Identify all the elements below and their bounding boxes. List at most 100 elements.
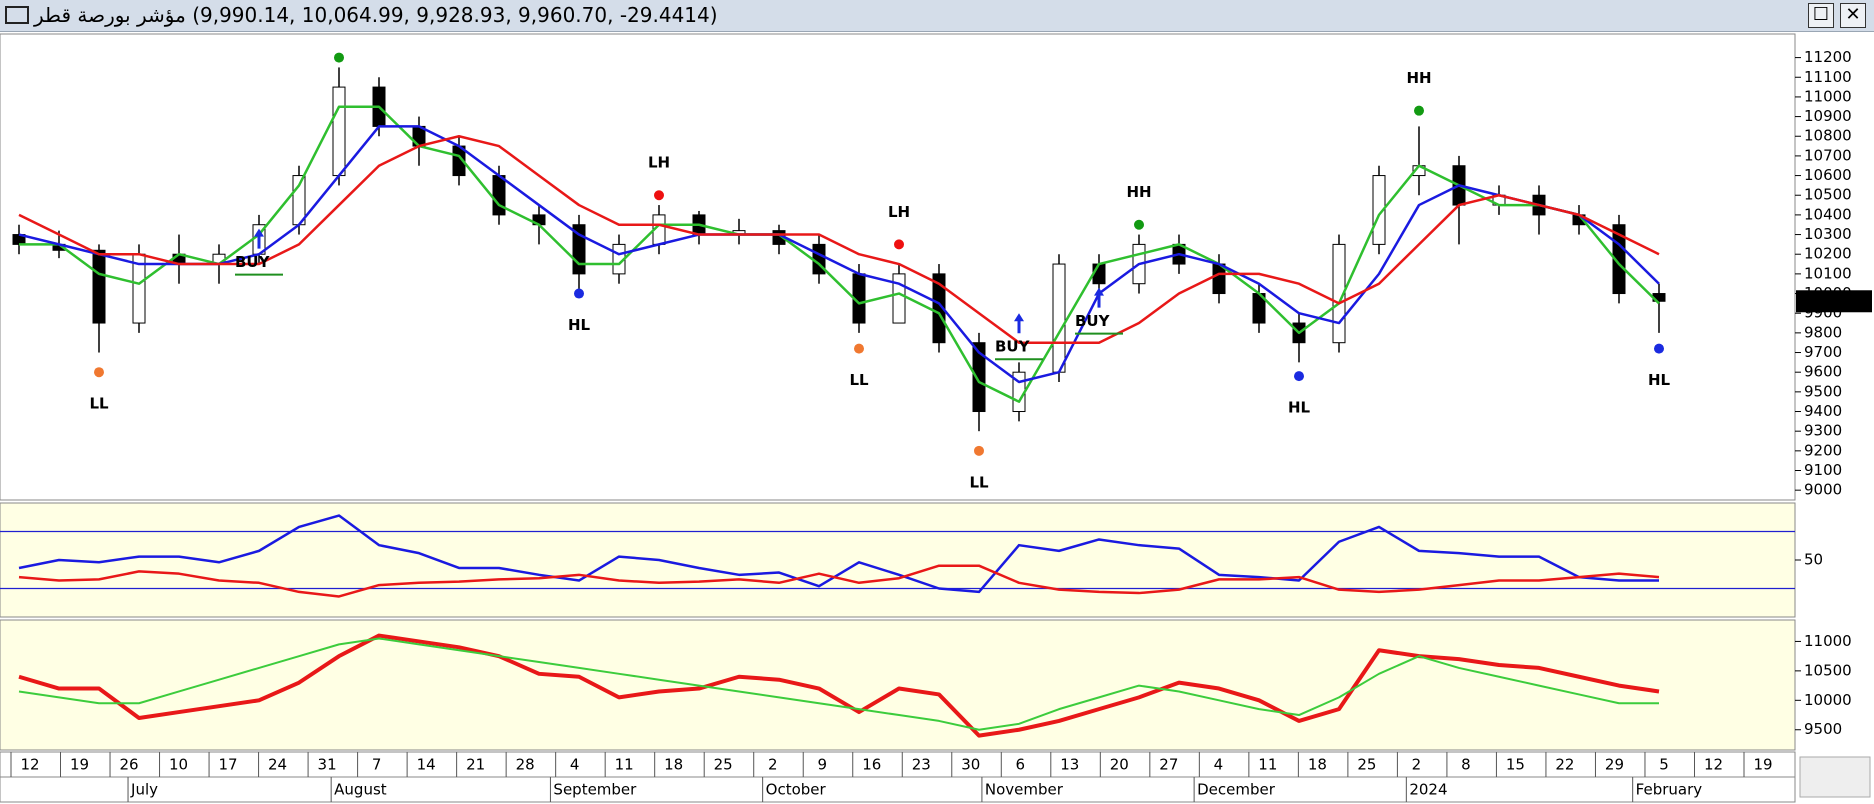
day-label: 24: [268, 756, 287, 774]
corner-box: [1799, 756, 1871, 798]
swing-label: LL: [89, 395, 109, 413]
lower-panel: [0, 619, 1796, 751]
buy-arrow: [1094, 287, 1104, 308]
y-tick-label: 9300: [1804, 422, 1842, 440]
swing-dot: [974, 445, 984, 456]
day-label: 2: [768, 756, 778, 774]
month-label: February: [1636, 781, 1703, 799]
y-tick-label: 9000: [1804, 481, 1842, 499]
swing-label: HL: [568, 316, 591, 334]
month-label: September: [553, 781, 637, 799]
series-line: [18, 134, 1660, 344]
day-label: 23: [912, 756, 931, 774]
candle-body: [1372, 175, 1386, 245]
day-label: 30: [961, 756, 980, 774]
swing-dot: [854, 343, 864, 354]
window-title: مؤشر بورصة قطر (9,990.14, 10,064.99, 9,9…: [34, 0, 718, 31]
day-label: 8: [1461, 756, 1471, 774]
candle-body: [1052, 263, 1066, 373]
month-label: October: [766, 781, 827, 799]
day-label: 17: [219, 756, 238, 774]
day-label: 31: [318, 756, 337, 774]
swing-dot: [94, 367, 104, 378]
day-label: 4: [570, 756, 580, 774]
y-tick-label: 11000: [1804, 87, 1852, 105]
last-price-box: [1796, 290, 1872, 313]
candle-body: [492, 175, 506, 216]
buy-arrow: [1014, 313, 1024, 334]
buy-arrow: [254, 228, 264, 249]
day-label: 28: [516, 756, 535, 774]
series-line: [18, 514, 1659, 594]
day-label: 5: [1659, 756, 1669, 774]
y-tick-label: 9800: [1804, 323, 1842, 341]
y-tick-label: 9500: [1804, 382, 1842, 400]
day-label: 11: [615, 756, 634, 774]
swing-label: HL: [1288, 399, 1311, 417]
buy-label: BUY: [235, 253, 271, 271]
buy-label: BUY: [995, 338, 1031, 356]
y-tick-label: 10700: [1804, 146, 1852, 164]
day-label: 7: [372, 756, 382, 774]
day-label: 22: [1555, 756, 1574, 774]
day-label: 14: [417, 756, 436, 774]
day-label: 13: [1060, 756, 1079, 774]
day-label: 26: [119, 756, 138, 774]
y-tick-label: 10800: [1804, 127, 1852, 145]
day-label: 10: [169, 756, 188, 774]
candle-body: [1092, 263, 1106, 285]
y-tick-label: 11000: [1804, 632, 1852, 650]
day-label: 9: [817, 756, 827, 774]
series-line: [18, 633, 1660, 738]
swing-dot: [574, 288, 584, 299]
y-tick-label: 9400: [1804, 402, 1842, 420]
series-line: [18, 125, 1660, 384]
swing-dot: [1294, 371, 1304, 382]
window-icon: [5, 6, 29, 24]
y-tick-label: 9200: [1804, 441, 1842, 459]
close-button[interactable]: ✕: [1840, 3, 1866, 28]
swing-label: LH: [648, 154, 670, 172]
day-label: 16: [862, 756, 881, 774]
day-label: 19: [1753, 756, 1772, 774]
day-label: 18: [1308, 756, 1327, 774]
chart: 9000910092009300940095009600970098009900…: [0, 32, 1874, 804]
candle-body: [972, 342, 986, 413]
swing-label: LL: [969, 473, 989, 491]
swing-label: HH: [1406, 69, 1431, 87]
swing-label: LL: [849, 371, 869, 389]
y-tick-label: 10000: [1804, 691, 1852, 709]
oscillator-panel: [0, 502, 1796, 618]
y-tick-label: 10200: [1804, 245, 1852, 263]
month-label: November: [985, 781, 1064, 799]
quote: (9,990.14, 10,064.99, 9,928.93, 9,960.70…: [192, 3, 718, 27]
title-bar: مؤشر بورصة قطر (9,990.14, 10,064.99, 9,9…: [0, 0, 1874, 32]
buy-label: BUY: [1075, 312, 1111, 330]
y-tick-label: 10300: [1804, 225, 1852, 243]
swing-dot: [654, 190, 664, 201]
day-label: 19: [70, 756, 89, 774]
candle-body: [892, 273, 906, 324]
y-tick-label: 50: [1804, 551, 1823, 569]
day-label: 6: [1016, 756, 1026, 774]
swing-label: HL: [1648, 371, 1671, 389]
last-price-label: 9960.70: [1801, 292, 1863, 310]
y-tick-label: 10600: [1804, 166, 1852, 184]
swing-dot: [894, 239, 904, 250]
price-panel: [0, 33, 1796, 501]
y-tick-label: 10900: [1804, 107, 1852, 125]
y-tick-label: 10500: [1804, 661, 1852, 679]
y-tick-label: 9700: [1804, 343, 1842, 361]
index-name: مؤشر بورصة قطر: [34, 3, 186, 27]
maximize-button[interactable]: ☐: [1808, 3, 1834, 28]
day-label: 18: [664, 756, 683, 774]
swing-label: LH: [888, 203, 910, 221]
month-label: July: [130, 781, 158, 799]
month-label: December: [1197, 781, 1276, 799]
candle-body: [92, 249, 106, 324]
swing-dot: [1654, 343, 1664, 354]
swing-dot: [334, 52, 344, 63]
day-label: 20: [1110, 756, 1129, 774]
swing-dot: [1134, 219, 1144, 230]
